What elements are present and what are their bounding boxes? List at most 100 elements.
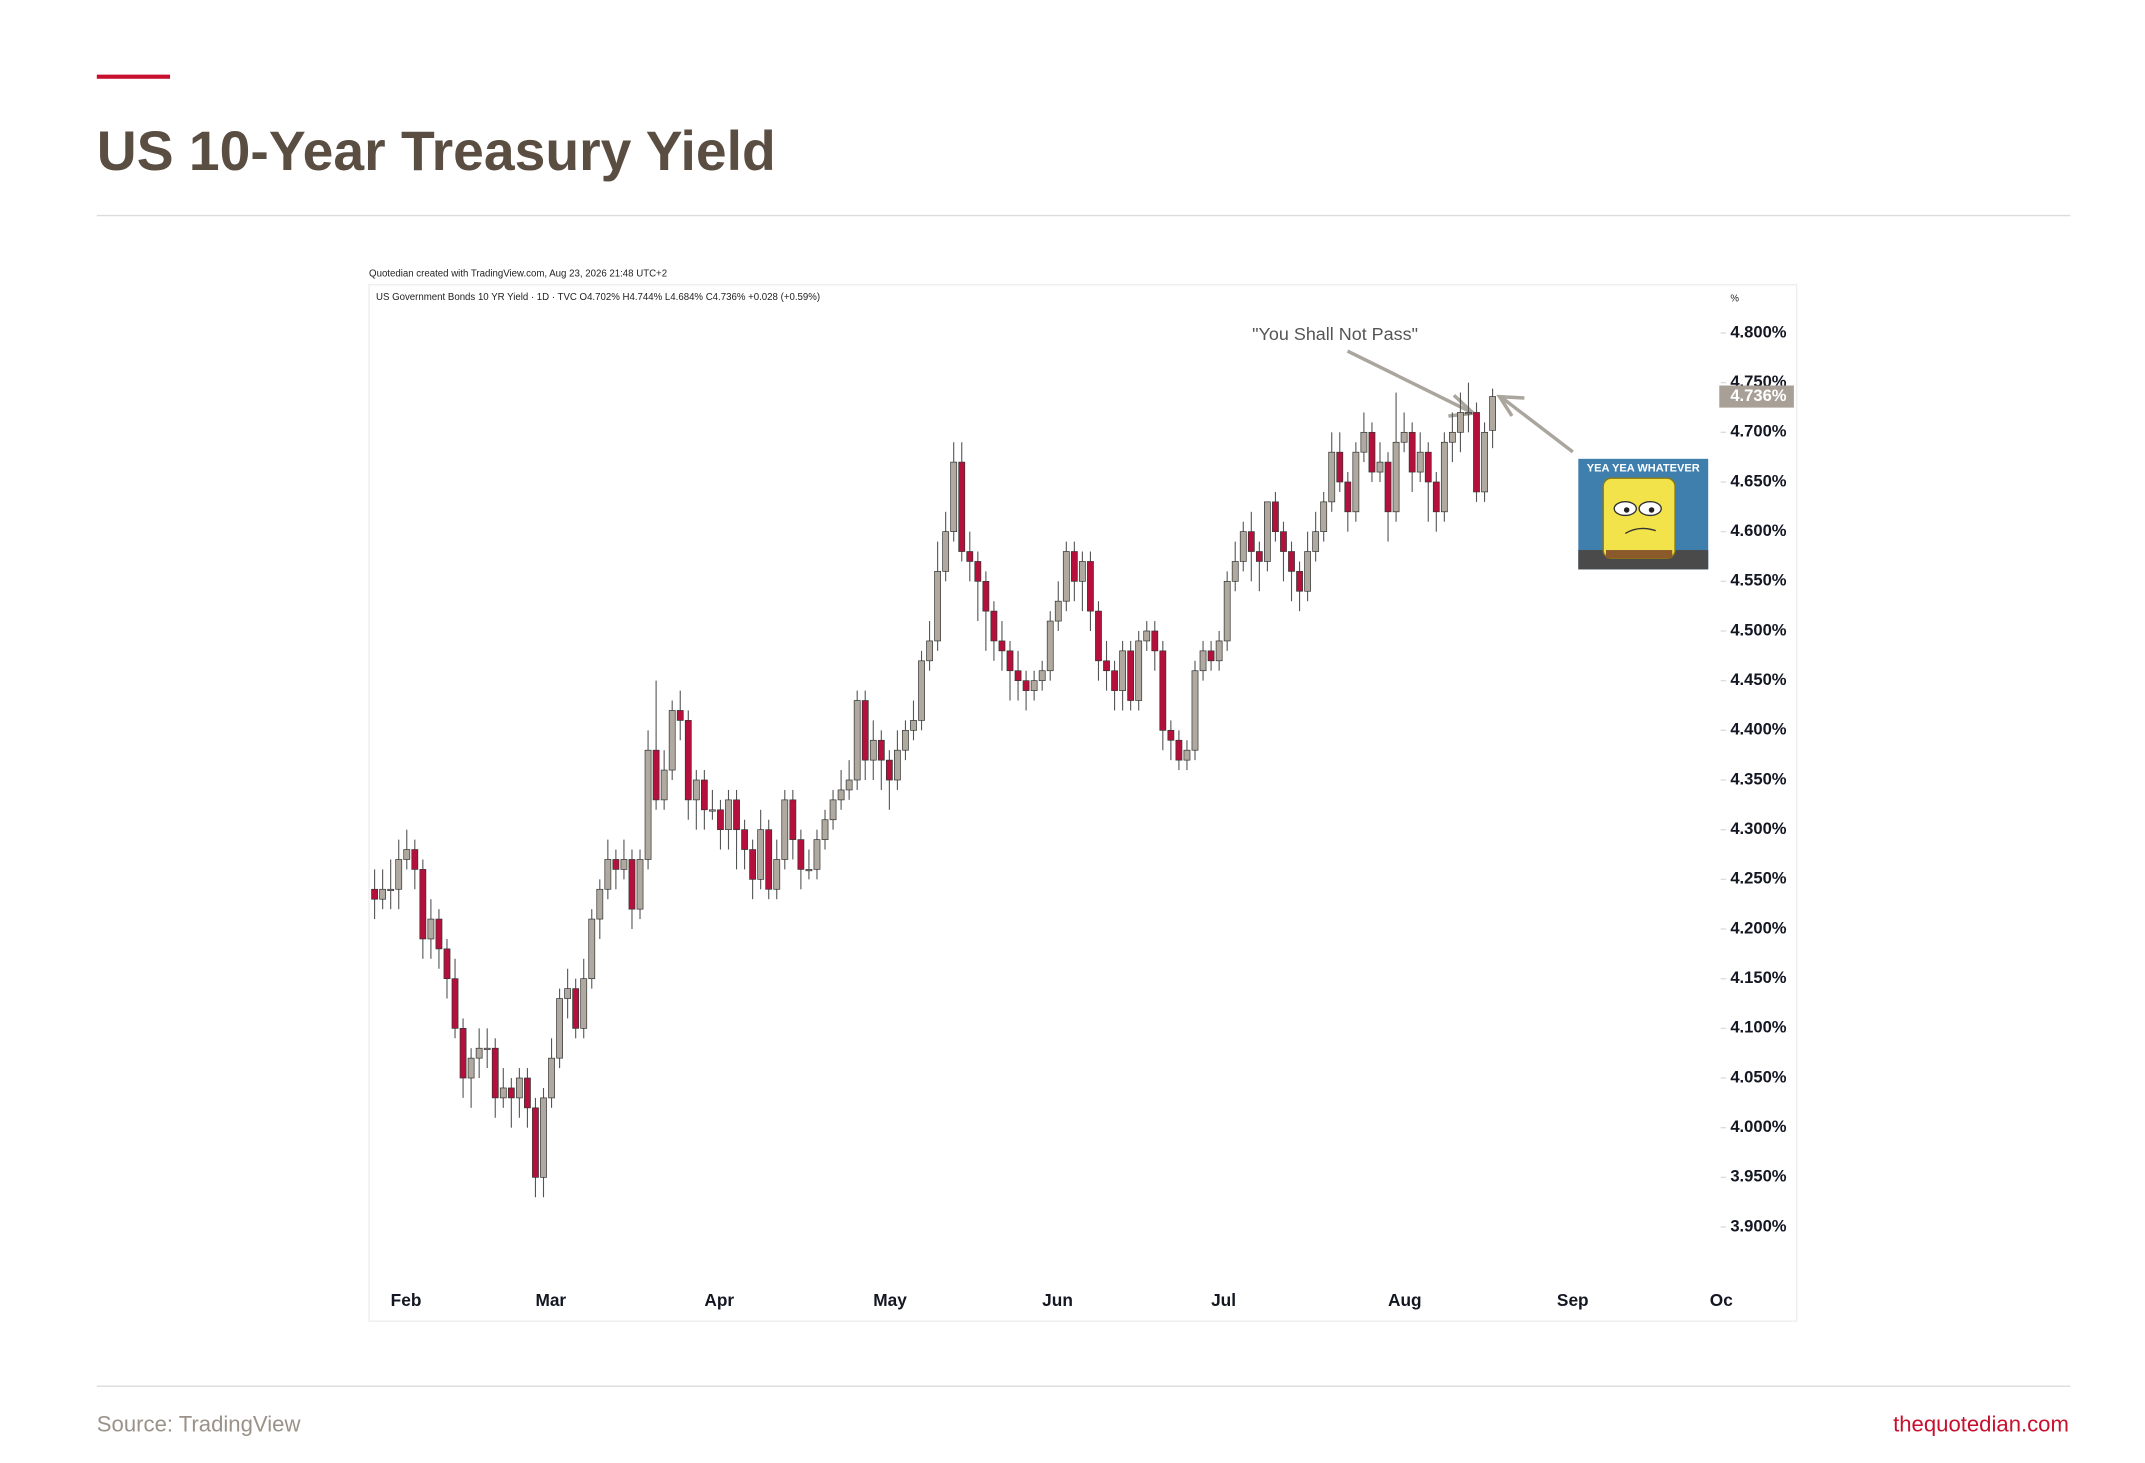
candle-body: [958, 461, 966, 552]
y-tick-label: 4.600%: [1730, 521, 1786, 540]
candle-body: [668, 710, 676, 771]
candle-body: [1400, 431, 1408, 443]
candle-body: [540, 1097, 547, 1178]
candle-body: [419, 869, 427, 940]
candle-body: [1489, 396, 1496, 431]
candle-body: [1079, 561, 1086, 582]
candle-body: [1022, 680, 1030, 691]
candle-body: [894, 749, 901, 781]
candle-body: [749, 849, 757, 880]
candle-body: [926, 640, 933, 662]
candle-body: [974, 561, 982, 582]
candle-body: [652, 749, 660, 801]
y-tick-label: 4.500%: [1730, 620, 1786, 639]
candle-body: [451, 978, 459, 1029]
candle-body: [371, 888, 378, 900]
meme-image: YEA YEA WHATEVER: [1578, 458, 1709, 570]
candle-body: [869, 739, 877, 761]
candle-body: [1408, 431, 1416, 473]
candle-body: [942, 531, 950, 572]
candle-body: [1175, 739, 1183, 761]
candle-body: [435, 918, 443, 950]
annotation: "You Shall Not Pass": [1252, 324, 1418, 344]
candle-body: [1231, 561, 1239, 582]
candle-body: [1465, 412, 1472, 415]
candle-body: [1416, 451, 1424, 473]
candle-body: [781, 799, 789, 860]
candle-body: [684, 720, 692, 801]
candle-body: [644, 749, 652, 860]
y-tick-label: 3.950%: [1730, 1167, 1786, 1186]
candle-body: [403, 849, 411, 860]
candle-body: [572, 988, 580, 1029]
chart-legend: US Government Bonds 10 YR Yield · 1D · T…: [376, 292, 820, 303]
candle-body: [612, 859, 620, 870]
candle-body: [733, 799, 740, 831]
candle-body: [934, 571, 942, 642]
y-tick-label: 4.450%: [1730, 670, 1786, 689]
candle-body: [805, 869, 813, 872]
y-tick-label: 4.400%: [1730, 720, 1786, 739]
x-tick-label: Jun: [1042, 1290, 1073, 1310]
candle-body: [1062, 551, 1070, 602]
y-tick-label: 4.000%: [1730, 1117, 1786, 1136]
candle-body: [861, 700, 869, 761]
candle-body: [1030, 680, 1038, 691]
last-price-box: [1719, 385, 1794, 408]
y-tick-label: 4.650%: [1730, 471, 1786, 490]
x-tick-label: Jul: [1211, 1290, 1236, 1310]
axis-unit: %: [1730, 293, 1739, 304]
x-tick-label: Mar: [535, 1290, 566, 1310]
candle-body: [1087, 561, 1094, 612]
candle-body: [1376, 461, 1384, 473]
candle-body: [483, 1047, 491, 1050]
candle-body: [1183, 749, 1191, 761]
candle-body: [1167, 729, 1175, 741]
candle-body: [475, 1047, 483, 1059]
y-tick-label: 4.700%: [1730, 422, 1786, 441]
candle-body: [532, 1107, 539, 1178]
candle-body: [1215, 640, 1223, 662]
candle-body: [1280, 531, 1287, 552]
y-tick-label: 4.100%: [1730, 1018, 1786, 1037]
candle-body: [1143, 630, 1151, 642]
candle-body: [998, 640, 1006, 652]
candle-body: [1159, 650, 1167, 731]
candle-body: [910, 720, 917, 731]
candle-body: [918, 660, 925, 721]
candle-body: [773, 859, 781, 890]
candle-body: [636, 859, 644, 910]
candle-body: [1054, 600, 1062, 622]
candle-body: [765, 829, 773, 890]
y-tick-label: 4.150%: [1730, 968, 1786, 987]
candle-body: [1191, 670, 1199, 751]
candle-body: [1360, 431, 1368, 453]
candle-body: [556, 998, 563, 1059]
x-tick-label: Sep: [1557, 1290, 1589, 1310]
candle-body: [1336, 451, 1344, 483]
candle-body: [1095, 610, 1102, 662]
watermark: Quotedian created with TradingView.com, …: [369, 268, 667, 279]
candle-body: [813, 839, 821, 870]
y-tick-label: 4.200%: [1730, 918, 1786, 937]
candle-body: [1119, 650, 1126, 691]
candle-body: [1296, 571, 1303, 592]
candle-body: [620, 859, 628, 870]
candle-body: [427, 918, 435, 940]
candle-body: [1239, 531, 1247, 562]
candle-body: [604, 859, 612, 890]
candle-body: [524, 1077, 531, 1109]
candle-body: [1384, 461, 1392, 513]
candle-body: [395, 859, 403, 890]
candle-body: [1288, 551, 1295, 572]
y-tick-label: 4.250%: [1730, 869, 1786, 888]
candle-body: [459, 1028, 467, 1079]
candle-body: [1368, 431, 1376, 473]
candle-body: [596, 888, 604, 920]
x-tick-label: May: [873, 1290, 907, 1310]
candle-body: [966, 551, 974, 562]
candle-body: [757, 829, 765, 880]
accent-bar: [96, 74, 171, 79]
